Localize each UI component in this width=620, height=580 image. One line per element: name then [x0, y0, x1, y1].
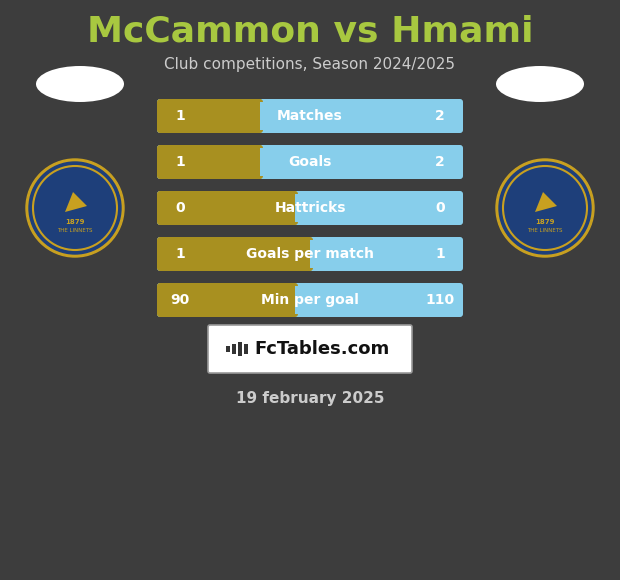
Text: 1879: 1879 — [65, 219, 85, 225]
Circle shape — [29, 162, 121, 254]
Text: Goals per match: Goals per match — [246, 247, 374, 261]
Text: 2: 2 — [435, 155, 445, 169]
Text: 2: 2 — [435, 109, 445, 123]
Circle shape — [499, 162, 591, 254]
Text: Hattricks: Hattricks — [274, 201, 346, 215]
Circle shape — [26, 159, 124, 257]
Text: THE LINNETS: THE LINNETS — [57, 227, 93, 233]
Text: McCammon vs Hmami: McCammon vs Hmami — [87, 15, 533, 49]
FancyBboxPatch shape — [157, 145, 463, 179]
Text: 19 february 2025: 19 february 2025 — [236, 392, 384, 407]
FancyBboxPatch shape — [208, 325, 412, 373]
FancyBboxPatch shape — [310, 240, 460, 268]
FancyBboxPatch shape — [238, 342, 242, 356]
Text: 0: 0 — [435, 201, 445, 215]
Text: Min per goal: Min per goal — [261, 293, 359, 307]
Polygon shape — [65, 192, 87, 212]
FancyBboxPatch shape — [157, 237, 313, 271]
Circle shape — [496, 159, 594, 257]
Text: Club competitions, Season 2024/2025: Club competitions, Season 2024/2025 — [164, 57, 456, 72]
FancyBboxPatch shape — [260, 148, 460, 176]
Text: FcTables.com: FcTables.com — [254, 340, 389, 358]
FancyBboxPatch shape — [157, 99, 263, 133]
FancyBboxPatch shape — [226, 346, 230, 352]
FancyBboxPatch shape — [157, 283, 463, 317]
Text: 90: 90 — [170, 293, 190, 307]
Text: 1: 1 — [175, 109, 185, 123]
FancyBboxPatch shape — [295, 194, 460, 222]
Polygon shape — [535, 192, 557, 212]
FancyBboxPatch shape — [157, 191, 298, 225]
FancyBboxPatch shape — [157, 145, 263, 179]
FancyBboxPatch shape — [157, 191, 463, 225]
Text: THE LINNETS: THE LINNETS — [527, 227, 563, 233]
FancyBboxPatch shape — [157, 99, 463, 133]
FancyBboxPatch shape — [260, 102, 460, 130]
Ellipse shape — [496, 66, 584, 102]
Text: 1879: 1879 — [535, 219, 555, 225]
Text: 1: 1 — [175, 155, 185, 169]
FancyBboxPatch shape — [157, 237, 463, 271]
Text: 110: 110 — [425, 293, 454, 307]
FancyBboxPatch shape — [157, 283, 298, 317]
FancyBboxPatch shape — [244, 344, 248, 354]
Text: 0: 0 — [175, 201, 185, 215]
Text: Matches: Matches — [277, 109, 343, 123]
Ellipse shape — [36, 66, 124, 102]
Text: Goals: Goals — [288, 155, 332, 169]
FancyBboxPatch shape — [232, 344, 236, 354]
Text: 1: 1 — [435, 247, 445, 261]
FancyBboxPatch shape — [295, 286, 460, 314]
Text: 1: 1 — [175, 247, 185, 261]
